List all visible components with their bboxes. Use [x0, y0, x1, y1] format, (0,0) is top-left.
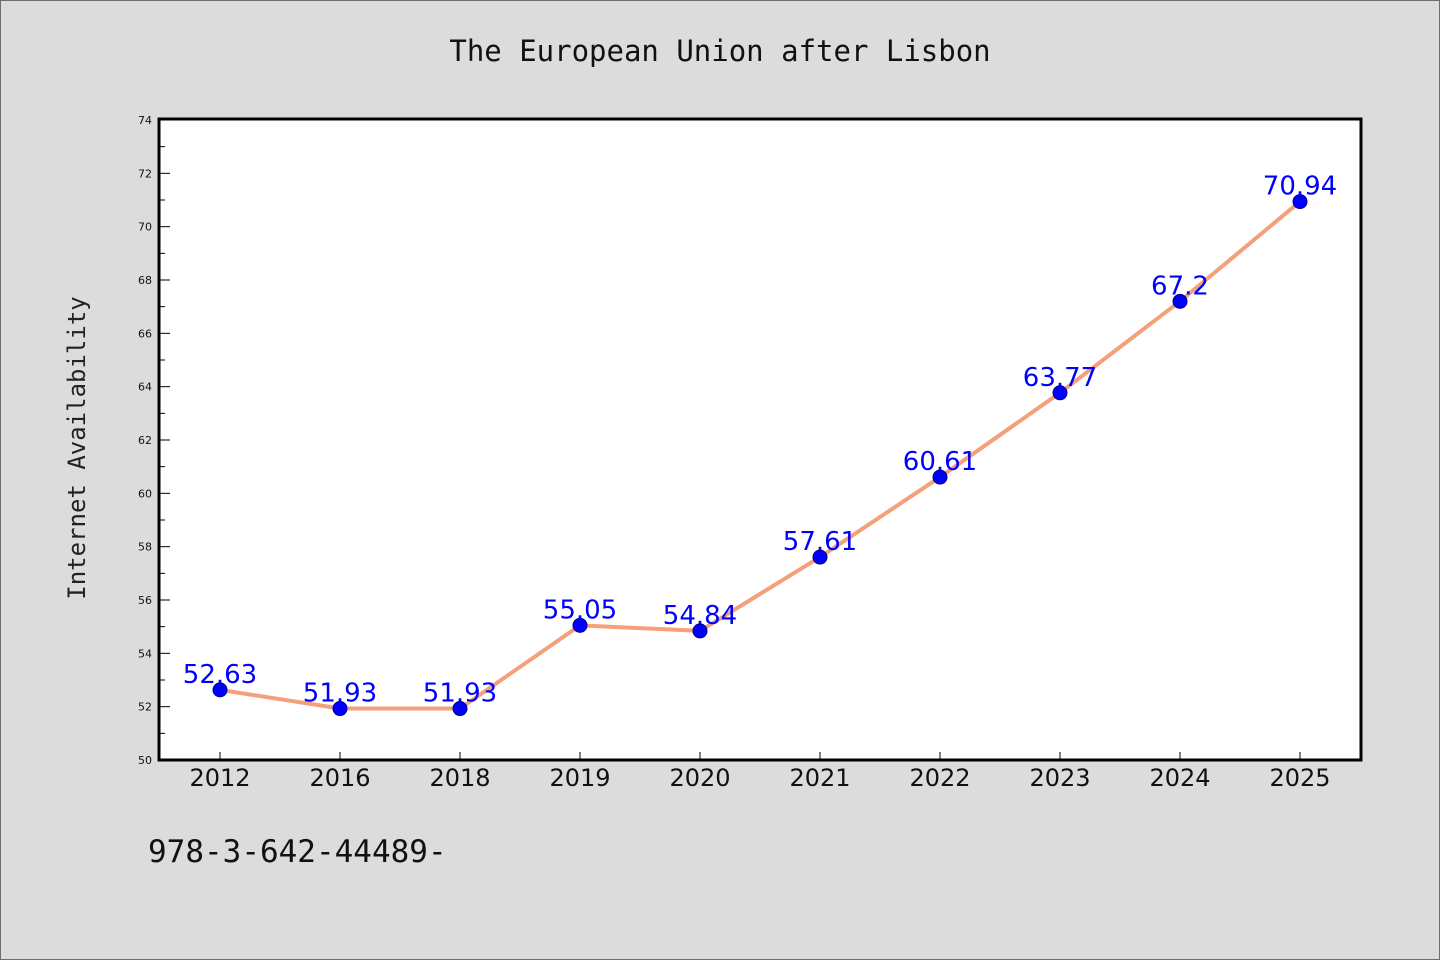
x-tick-label: 2019	[549, 764, 610, 792]
x-tick-label: 2016	[309, 764, 370, 792]
data-point	[332, 701, 348, 717]
footer-isbn-text: 978-3-642-44489-	[148, 834, 447, 870]
data-point	[812, 549, 828, 565]
data-point	[212, 682, 228, 698]
data-label: 63.77	[1023, 363, 1097, 393]
x-tick-label: 2012	[189, 764, 250, 792]
y-tick-label: 50	[138, 754, 152, 767]
series-line	[219, 200, 1302, 711]
x-tick-label: 2018	[429, 764, 490, 792]
y-tick-label: 60	[138, 487, 152, 500]
data-label: 60.61	[903, 447, 977, 477]
y-tick-label: 64	[138, 381, 152, 394]
y-axis: 50 52 54 56 58 60 62 64 66 68 70 72 74	[138, 114, 170, 767]
y-tick-label: 52	[138, 701, 152, 714]
x-tick-label: 2024	[1149, 764, 1210, 792]
x-tick-label: 2022	[909, 764, 970, 792]
data-label: 52.63	[183, 660, 257, 690]
data-label: 70.94	[1263, 172, 1337, 202]
chart-title: The European Union after Lisbon	[449, 34, 991, 68]
y-tick-label: 68	[138, 274, 152, 287]
y-tick-label: 74	[138, 114, 152, 127]
series-markers	[212, 194, 1308, 717]
data-label: 55.05	[543, 595, 617, 625]
data-labels: 52.63 51.93 51.93 55.05 54.84 57.61 60.61 63.77…	[183, 172, 1337, 709]
data-label: 51.93	[423, 679, 497, 709]
data-point	[452, 701, 468, 717]
y-tick-label: 54	[138, 647, 152, 660]
y-tick-label: 66	[138, 327, 152, 340]
x-tick-label: 2021	[789, 764, 850, 792]
y-tick-label: 72	[138, 167, 152, 180]
data-point	[932, 469, 948, 485]
data-label: 54.84	[663, 601, 737, 631]
y-tick-label: 56	[138, 594, 152, 607]
y-tick-label: 70	[138, 221, 152, 234]
x-tick-label: 2020	[669, 764, 730, 792]
x-axis: 2012 2016 2018 2019 2020 2021 2022 2023 2024 2025	[189, 752, 1331, 792]
x-tick-label: 2023	[1029, 764, 1090, 792]
data-point	[1172, 293, 1188, 309]
data-label: 67.2	[1151, 271, 1209, 301]
data-label: 51.93	[303, 679, 377, 709]
data-point	[572, 617, 588, 633]
y-tick-label: 62	[138, 434, 152, 447]
x-tick-label: 2025	[1269, 764, 1330, 792]
y-tick-label: 58	[138, 541, 152, 554]
plot-area	[157, 117, 1363, 762]
data-point	[692, 623, 708, 639]
data-point	[1052, 385, 1068, 401]
data-label: 57.61	[783, 527, 857, 557]
data-point	[1292, 194, 1308, 210]
